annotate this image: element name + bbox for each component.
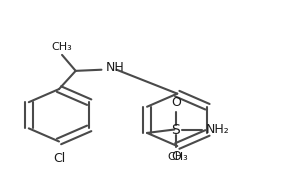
Text: O: O [171,96,181,109]
Text: O: O [171,150,181,163]
Text: NH₂: NH₂ [206,123,230,136]
Text: CH₃: CH₃ [167,152,188,162]
Text: NH: NH [106,61,125,74]
Text: Cl: Cl [53,152,65,165]
Text: S: S [171,122,180,137]
Text: CH₃: CH₃ [52,41,73,51]
